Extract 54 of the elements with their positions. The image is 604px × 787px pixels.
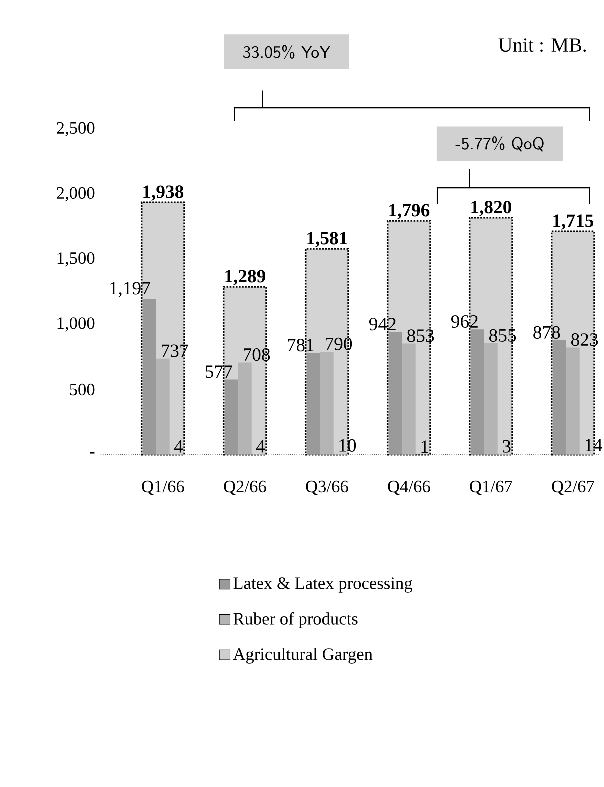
legend-label: Agricultural Gargen — [233, 648, 373, 664]
bar — [307, 353, 320, 455]
text: Unit : MB. — [498, 38, 586, 52]
x-tick-label: Q2/67 — [552, 480, 594, 496]
bar — [566, 348, 580, 455]
y-tick-label: - — [90, 452, 95, 454]
data-label: 781 — [288, 338, 314, 352]
data-label: 823 — [571, 334, 598, 346]
data-label: 4 — [174, 440, 184, 453]
annotation: -5.77% QoQ — [456, 136, 544, 152]
data-label: 1,820 — [472, 201, 512, 216]
x-tick-label: Q1/67 — [470, 480, 512, 496]
bar — [402, 344, 416, 455]
bar — [471, 330, 484, 455]
data-label: 1,715 — [554, 214, 594, 230]
data-label: 1,289 — [226, 270, 266, 286]
y-tick-label: 2,000 — [56, 187, 95, 202]
bar — [238, 362, 252, 455]
y-tick-label: 500 — [70, 384, 95, 396]
data-label: 1,197 — [110, 282, 150, 298]
data-label: 10 — [340, 439, 356, 452]
data-label: 577 — [206, 366, 232, 378]
data-label: 855 — [489, 329, 516, 342]
legend-label: Latex & Latex processing — [234, 578, 412, 593]
x-tick-label: Q4/66 — [388, 480, 430, 496]
data-label: 3 — [502, 440, 511, 453]
y-tick-label: 1,500 — [58, 252, 95, 267]
y-tick-label: 1,000 — [58, 318, 95, 332]
data-label: 1,796 — [390, 204, 430, 220]
data-label: 853 — [407, 330, 434, 342]
data-label: 1 — [422, 440, 428, 454]
bar — [484, 344, 498, 455]
data-label: 878 — [533, 326, 560, 339]
y-tick-label: 2,500 — [56, 122, 95, 136]
bar — [225, 380, 238, 455]
bar — [320, 352, 334, 455]
data-label: 962 — [451, 315, 478, 328]
bar — [156, 358, 170, 455]
data-label: 790 — [326, 338, 352, 350]
data-label: 4 — [256, 440, 266, 453]
x-tick-label: Q1/66 — [142, 480, 184, 496]
text: 33.05% YoY — [243, 45, 331, 59]
data-label: 1,581 — [308, 232, 348, 248]
data-label: 708 — [244, 348, 270, 362]
x-tick-label: Q3/66 — [306, 480, 348, 496]
data-label: 737 — [162, 344, 188, 358]
data-label: 1,938 — [144, 186, 184, 201]
bar — [389, 332, 402, 455]
data-label: 942 — [369, 318, 396, 331]
x-tick-label: Q2/66 — [224, 480, 266, 496]
data-label: 14 — [586, 439, 602, 452]
bar — [553, 340, 566, 455]
bar — [143, 299, 156, 455]
legend-label: Ruber of products — [234, 612, 358, 628]
